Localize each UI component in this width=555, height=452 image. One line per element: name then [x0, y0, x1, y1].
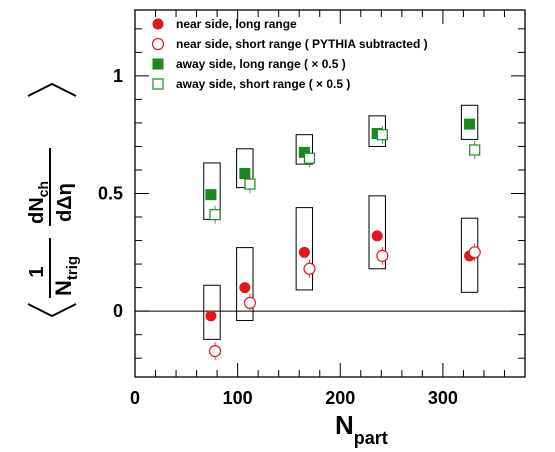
legend-marker: [151, 37, 165, 51]
data-point: [376, 129, 388, 141]
y-label-left-bracket: [27, 303, 77, 318]
x-tick-label: 100: [223, 388, 253, 408]
y-label-dn-sub: ch: [35, 181, 51, 197]
data-point: [303, 152, 316, 164]
x-tick-label: 300: [428, 388, 458, 408]
data-point: [468, 246, 481, 259]
legend-label: away side, long range ( × 0.5 ): [176, 57, 346, 71]
systematic-box: [295, 207, 314, 291]
x-axis-label-main: N: [335, 410, 354, 440]
data-point: [298, 146, 310, 158]
y-axis-label: 1 Ntrig dNch dΔη: [26, 82, 81, 318]
legend-marker: [152, 18, 164, 30]
data-point: [243, 296, 257, 309]
data-point: [239, 282, 251, 294]
data-point: [209, 209, 221, 221]
data-point: [303, 262, 316, 275]
data-point: [298, 246, 310, 258]
y-label-dn: dNch: [26, 181, 51, 224]
y-tick-label: 0: [113, 301, 123, 321]
data-point: [469, 144, 481, 156]
y-label-trig: Ntrig: [51, 256, 81, 296]
y-label-deta: dΔη: [54, 183, 76, 222]
systematic-boxes: [203, 104, 479, 340]
systematic-box: [368, 195, 386, 270]
legend-label: near side, long range: [176, 17, 297, 31]
x-tick-label: 0: [130, 388, 140, 408]
y-tick-label: 0.5: [98, 184, 123, 204]
y-label-trig-main: N: [51, 280, 76, 296]
legend-marker: [152, 58, 164, 70]
legend-label: away side, short range ( × 0.5 ): [176, 77, 350, 91]
systematic-box: [460, 104, 479, 140]
data-point: [239, 168, 251, 180]
data-point: [205, 310, 217, 322]
data-point: [205, 189, 217, 201]
data-point: [371, 230, 383, 242]
x-axis-label: Npart: [335, 410, 388, 448]
data-markers: [205, 118, 481, 361]
x-tick-label: 200: [325, 388, 355, 408]
y-tick-label: 1: [113, 66, 123, 86]
data-point: [376, 249, 389, 262]
y-label-right-bracket: [27, 82, 77, 97]
data-point: [244, 178, 256, 190]
y-label-dn-main: dN: [26, 197, 48, 224]
legend: near side, long range near side, short ra…: [151, 17, 428, 91]
legend-label: near side, short range ( PYTHIA subtract…: [176, 37, 428, 51]
legend-marker: [152, 78, 164, 90]
x-axis-label-sub: part: [354, 428, 388, 448]
data-point: [208, 345, 222, 358]
data-point: [464, 118, 476, 130]
y-label-trig-sub: trig: [64, 256, 81, 280]
y-label-one: 1: [26, 266, 48, 277]
tick-labels: 0 100 200 300 0 0.5 1: [98, 66, 458, 408]
systematic-box: [236, 247, 254, 322]
systematic-box: [203, 284, 221, 340]
systematic-box: [295, 134, 314, 165]
plot-frame: [134, 9, 526, 378]
